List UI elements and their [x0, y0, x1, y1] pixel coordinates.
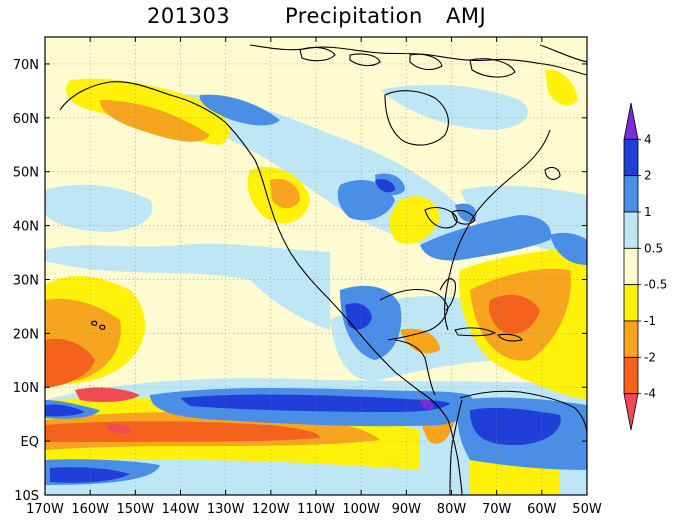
lon-tick-label: 130W — [207, 502, 245, 517]
title-season: AMJ — [446, 4, 487, 28]
map-title: 201303 Precipitation AMJ — [0, 0, 680, 36]
colorbar-segment — [623, 320, 639, 358]
colorbar-segment — [623, 138, 639, 177]
lon-tick-label: 140W — [162, 502, 200, 517]
lon-tick-label: 100W — [342, 502, 380, 517]
map-gridlines — [45, 37, 587, 495]
title-period: 201303 — [147, 4, 231, 28]
colorbar-segment — [623, 284, 639, 322]
lon-tick-label: 80W — [437, 502, 467, 517]
colorbar-segment — [623, 356, 639, 395]
lat-tick-label: EQ — [21, 435, 39, 450]
field-neg4 — [75, 387, 140, 434]
colorbar-label: -1 — [644, 314, 656, 328]
colorbar-segment — [623, 175, 639, 213]
colorbar-segment — [623, 247, 639, 286]
lon-tick-label: 160W — [71, 502, 109, 517]
colorbar-label: -4 — [644, 387, 656, 401]
colorbar-label: -0.5 — [644, 278, 667, 292]
lat-tick-label: 40N — [13, 220, 39, 235]
lat-tick-label: 20N — [13, 327, 39, 342]
lon-tick-label: 170W — [26, 502, 64, 517]
lon-tick-label: 150W — [116, 502, 154, 517]
colorbar: 4 2 1 0.5 -0.5 -1 -2 -4 — [623, 102, 667, 431]
field-pos4 — [420, 399, 434, 410]
lat-tick-label: 10N — [13, 381, 39, 396]
colorbar-segment — [623, 102, 639, 140]
field-pos2 — [45, 179, 561, 483]
colorbar-label: 1 — [644, 205, 652, 219]
lon-tick-label: 120W — [252, 502, 290, 517]
lat-tick-label: 70N — [13, 58, 39, 73]
colorbar-label: -2 — [644, 350, 656, 364]
lon-tick-label: 90W — [392, 502, 422, 517]
colorbar-segment — [623, 211, 639, 249]
lat-tick-label: 60N — [13, 112, 39, 127]
lon-tick-label: 60W — [527, 502, 557, 517]
lat-tick-label: 10S — [14, 489, 39, 504]
colorbar-label: 2 — [644, 169, 652, 183]
lon-tick-label: 50W — [572, 502, 602, 517]
lat-tick-label: 50N — [13, 166, 39, 181]
colorbar-segment — [623, 393, 639, 431]
longitude-axis: 170W 160W 150W 140W 130W 120W 110W 100W 90W 80W 70… — [26, 37, 602, 517]
colorbar-label: 0.5 — [644, 241, 663, 255]
lon-tick-label: 70W — [482, 502, 512, 517]
coastlines — [59, 44, 587, 495]
title-variable: Precipitation — [285, 4, 423, 28]
latitude-axis: 70N 60N 50N 40N 30N 20N 10N EQ 10S — [13, 58, 587, 504]
lon-tick-label: 110W — [297, 502, 335, 517]
lat-tick-label: 30N — [13, 273, 39, 288]
colorbar-label: 4 — [644, 132, 652, 146]
